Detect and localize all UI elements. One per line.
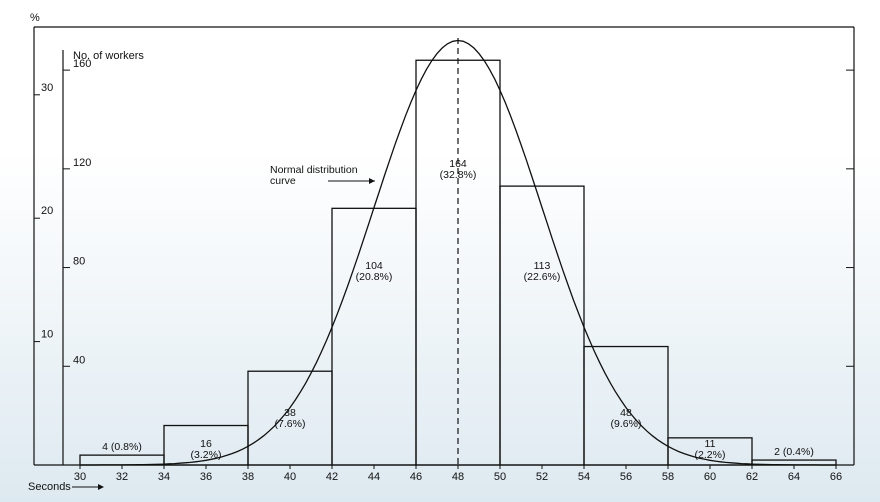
percent-tick-label: 20 (41, 205, 53, 217)
x-tick-label: 40 (284, 471, 296, 483)
x-tick-label: 50 (494, 471, 506, 483)
histogram-bar (583, 345, 669, 466)
x-tick-label: 58 (662, 471, 674, 483)
x-tick-label: 34 (158, 471, 170, 483)
bar-percent-label: (2.2%) (695, 449, 726, 461)
bar-value-label: 2 (0.4%) (774, 446, 814, 458)
workers-tick-label: 160 (73, 58, 91, 70)
workers-tick-label: 80 (73, 256, 85, 268)
bar-count-label: 11 (705, 438, 716, 450)
x-tick-label: 54 (578, 471, 590, 483)
bar-count-label: 113 (534, 260, 551, 272)
bar-count-label: 104 (365, 260, 383, 272)
bar-percent-label: (9.6%) (611, 418, 642, 430)
chart-frame (34, 26, 855, 465)
percent-axis-title: % (30, 12, 40, 24)
workers-axis-title: No. of workers (73, 50, 144, 62)
x-tick-label: 52 (536, 471, 548, 483)
percent-tick-label: 10 (41, 329, 53, 341)
histogram-bar (331, 207, 417, 466)
x-tick-label: 36 (200, 471, 212, 483)
x-tick-label: 44 (368, 471, 380, 483)
bar-labels: 4 (0.8%) 16(3.2%) 38(7.6%) 104(20.8%) 164(32… (102, 158, 814, 461)
workers-tick-label: 40 (73, 354, 85, 366)
x-tick-label: 42 (326, 471, 338, 483)
bar-percent-label: (32.8%) (440, 169, 477, 181)
bar-count-label: 38 (284, 407, 296, 419)
x-tick-label: 46 (410, 471, 422, 483)
workers-tick-label: 120 (73, 157, 91, 169)
x-tick-label: 64 (788, 471, 800, 483)
x-tick-label: 48 (452, 471, 464, 483)
seconds-arrowhead (98, 484, 104, 490)
curve-label-line2: curve (270, 175, 296, 187)
x-tick-label: 38 (242, 471, 254, 483)
curve-label-arrowhead (369, 178, 375, 184)
bar-percent-label: (20.8%) (356, 271, 393, 283)
histogram-bar (499, 185, 585, 466)
histogram-bar (79, 454, 165, 466)
x-axis-title: Seconds (28, 481, 71, 493)
bar-count-label: 16 (200, 438, 212, 450)
curve-label-line1: Normal distribution (270, 164, 358, 176)
percent-tick-label: 30 (41, 82, 53, 94)
bar-percent-label: (3.2%) (191, 449, 222, 461)
normal-curve-group (80, 38, 836, 466)
x-tick-label: 66 (830, 471, 842, 483)
bar-percent-label: (7.6%) (275, 418, 306, 430)
x-tick-label: 30 (74, 471, 86, 483)
bar-percent-label: (22.6%) (524, 271, 561, 283)
bar-count-label: 48 (620, 407, 632, 419)
x-tick-label: 60 (704, 471, 716, 483)
axes: 30 32 34 36 38 40 42 44 46 48 50 52 54 56 58 60 62 64 66 10… (33, 27, 854, 490)
x-tick-label: 32 (116, 471, 128, 483)
x-tick-label: 56 (620, 471, 632, 483)
bar-value-label: 4 (0.8%) (102, 441, 142, 453)
x-tick-label: 62 (746, 471, 758, 483)
bar-count-label: 164 (449, 158, 467, 170)
